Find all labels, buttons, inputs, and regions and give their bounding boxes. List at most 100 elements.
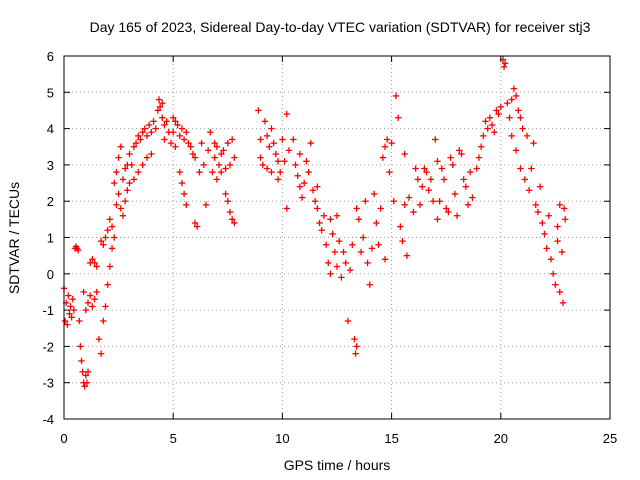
data-point bbox=[132, 139, 140, 147]
data-point bbox=[65, 292, 72, 299]
data-point bbox=[445, 208, 452, 216]
y-axis-label: SDTVAR / TECUs bbox=[6, 182, 22, 294]
data-point bbox=[154, 107, 162, 114]
data-point bbox=[486, 114, 494, 121]
data-point bbox=[453, 212, 461, 219]
data-point bbox=[390, 198, 397, 205]
data-point bbox=[228, 216, 236, 223]
data-point bbox=[163, 118, 170, 125]
data-point bbox=[259, 161, 266, 169]
data-point bbox=[394, 114, 402, 121]
data-point bbox=[183, 129, 190, 136]
data-point bbox=[392, 92, 400, 100]
data-point bbox=[89, 256, 96, 263]
data-point bbox=[344, 317, 352, 325]
data-point bbox=[296, 150, 304, 158]
data-point bbox=[562, 216, 569, 223]
data-point bbox=[167, 139, 175, 147]
data-point bbox=[207, 129, 214, 136]
data-point bbox=[508, 132, 515, 140]
data-point bbox=[416, 201, 424, 209]
data-point bbox=[93, 288, 100, 296]
data-point bbox=[320, 212, 328, 219]
data-point bbox=[226, 161, 234, 169]
data-point bbox=[386, 168, 393, 176]
y-tick-label: 1 bbox=[47, 231, 54, 246]
data-point bbox=[301, 179, 308, 187]
data-point bbox=[161, 121, 168, 129]
data-point bbox=[464, 201, 472, 209]
data-point bbox=[547, 256, 555, 263]
data-point bbox=[121, 165, 129, 172]
data-point bbox=[270, 139, 277, 147]
data-point bbox=[174, 121, 181, 129]
data-point bbox=[104, 227, 111, 234]
data-point bbox=[512, 147, 520, 154]
data-point bbox=[255, 107, 262, 114]
data-point bbox=[510, 85, 518, 92]
data-point bbox=[314, 183, 321, 190]
data-point bbox=[102, 234, 109, 241]
data-point bbox=[508, 96, 515, 103]
data-point bbox=[274, 176, 282, 183]
y-tick-label: 6 bbox=[47, 49, 54, 64]
data-point bbox=[155, 96, 163, 103]
data-point bbox=[191, 219, 199, 227]
data-point bbox=[80, 288, 87, 296]
data-point bbox=[482, 118, 489, 125]
data-point bbox=[401, 201, 408, 209]
data-point bbox=[434, 216, 441, 223]
data-point bbox=[501, 60, 509, 67]
data-point bbox=[554, 237, 561, 245]
data-point bbox=[113, 201, 120, 209]
data-point bbox=[115, 154, 122, 161]
y-tick-label: -2 bbox=[42, 339, 54, 354]
data-point bbox=[106, 216, 114, 223]
data-point bbox=[329, 230, 336, 238]
data-point bbox=[491, 129, 498, 136]
data-point bbox=[87, 292, 94, 299]
data-point bbox=[327, 270, 334, 277]
data-point bbox=[61, 317, 69, 325]
data-point bbox=[556, 288, 563, 296]
data-point bbox=[318, 227, 325, 234]
data-point bbox=[283, 205, 290, 212]
data-point bbox=[517, 114, 524, 121]
data-point bbox=[130, 176, 138, 183]
data-point bbox=[231, 154, 238, 161]
data-point bbox=[196, 168, 203, 176]
data-point bbox=[266, 143, 273, 150]
data-point bbox=[460, 176, 467, 183]
data-point bbox=[172, 143, 179, 150]
data-point bbox=[135, 168, 142, 176]
data-point bbox=[353, 205, 360, 212]
data-point bbox=[93, 263, 100, 270]
y-tick-label: 0 bbox=[47, 267, 54, 282]
data-point bbox=[515, 107, 522, 114]
data-point bbox=[327, 216, 334, 223]
data-point bbox=[263, 165, 271, 172]
data-point bbox=[512, 92, 520, 100]
data-point bbox=[218, 150, 225, 158]
data-point bbox=[305, 168, 312, 176]
data-point bbox=[108, 223, 116, 230]
data-point bbox=[377, 205, 384, 212]
data-point bbox=[364, 259, 371, 267]
data-point bbox=[523, 132, 531, 140]
data-point bbox=[432, 136, 439, 143]
data-point bbox=[113, 168, 120, 176]
data-point bbox=[543, 245, 550, 252]
data-point bbox=[97, 350, 105, 357]
data-point bbox=[102, 303, 109, 310]
data-point bbox=[170, 129, 177, 136]
data-point bbox=[427, 176, 435, 183]
data-point bbox=[484, 125, 491, 132]
data-point bbox=[447, 154, 454, 161]
data-point bbox=[91, 296, 98, 303]
y-tick-label: -4 bbox=[42, 412, 54, 427]
data-point bbox=[528, 165, 535, 172]
data-point bbox=[191, 154, 199, 161]
data-point bbox=[161, 136, 168, 143]
data-point bbox=[405, 194, 413, 201]
data-point bbox=[180, 190, 188, 198]
